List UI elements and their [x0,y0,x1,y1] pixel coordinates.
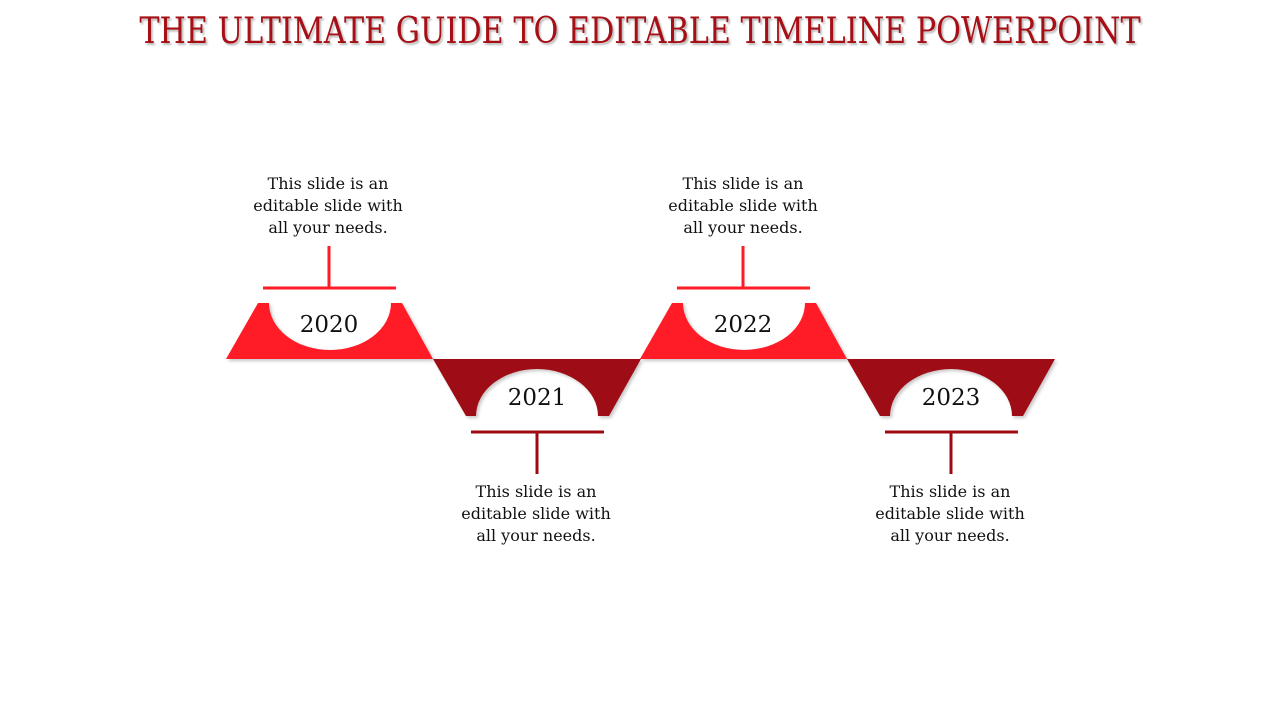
description-line: all your needs. [476,526,596,545]
description-line: all your needs. [683,218,803,237]
year-label-2023: 2023 [921,385,981,411]
milestone-description-2023: This slide is an editable slide with all… [850,481,1050,547]
description-line: This slide is an [682,174,804,193]
milestone-description-2020: This slide is an editable slide with all… [228,173,428,239]
slide-title: THE ULTIMATE GUIDE TO EDITABLE TIMELINE … [139,11,1141,52]
timeline-segment-2021 [433,359,641,416]
year-label-2020: 2020 [299,312,359,338]
year-label-2021: 2021 [507,385,567,411]
timeline-segment-2020 [226,303,433,359]
description-line: editable slide with [668,196,818,215]
description-line: This slide is an [475,482,597,501]
description-line: editable slide with [253,196,403,215]
description-line: editable slide with [461,504,611,523]
description-line: This slide is an [889,482,1011,501]
timeline-segment-2023 [847,359,1055,416]
description-line: This slide is an [267,174,389,193]
year-label-2022: 2022 [713,312,773,338]
milestone-description-2021: This slide is an editable slide with all… [436,481,636,547]
description-line: all your needs. [890,526,1010,545]
timeline-segment-2022 [640,303,847,359]
milestone-description-2022: This slide is an editable slide with all… [643,173,843,239]
description-line: all your needs. [268,218,388,237]
description-line: editable slide with [875,504,1025,523]
